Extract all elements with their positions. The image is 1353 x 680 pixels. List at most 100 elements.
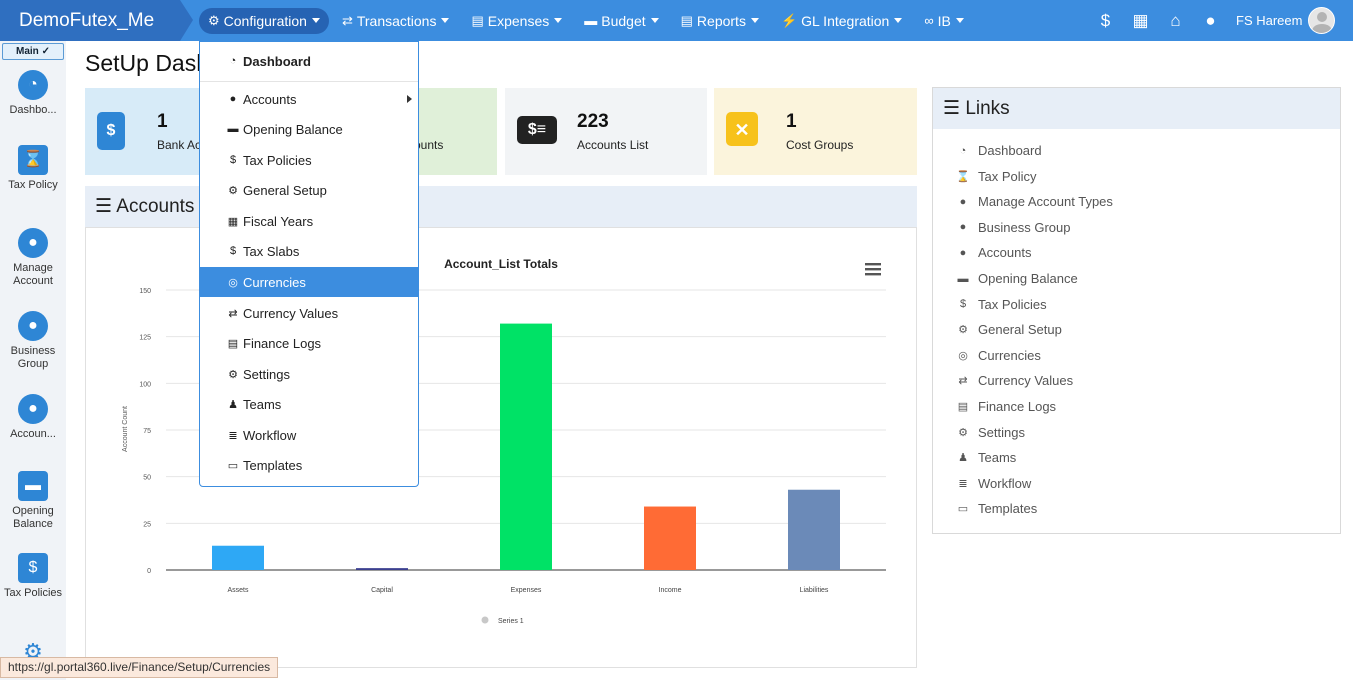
nav-label: Budget: [601, 12, 646, 29]
links-title: Links: [965, 98, 1010, 119]
y-axis-label: Account Count: [122, 406, 129, 452]
dropdown-item-workflow[interactable]: ≣ Workflow: [200, 420, 418, 450]
card-cost-groups[interactable]: ✕ 1 Cost Groups: [714, 88, 917, 175]
dropdown-item-label: Tax Policies: [243, 152, 312, 168]
nav-reports[interactable]: ▤ Reports: [672, 8, 768, 34]
dollar-icon[interactable]: $: [1100, 10, 1111, 30]
link-settings[interactable]: ⚙ Settings: [955, 425, 1025, 440]
grid-icon[interactable]: ▦: [1132, 10, 1149, 30]
wallet-icon: ▬: [227, 123, 239, 135]
configuration-dropdown: ◔ Dashboard ● Accounts ▬ Opening Balance $ Tax …: [199, 41, 419, 487]
calendar-times-icon: ✕: [726, 112, 758, 146]
bar-liabilities[interactable]: [788, 489, 840, 570]
nav-label: IB: [937, 12, 951, 29]
nav-transactions[interactable]: ⇄ Transactions: [333, 8, 459, 34]
nav-label: Configuration: [223, 12, 307, 29]
dropdown-item-settings[interactable]: ⚙ Settings: [200, 359, 418, 389]
link-finance-logs[interactable]: ▤ Finance Logs: [955, 399, 1056, 414]
bar-assets[interactable]: [212, 545, 264, 570]
dropdown-item-general-setup[interactable]: ⚙ General Setup: [200, 175, 418, 205]
gears-icon: ⚙: [228, 368, 238, 381]
dropdown-item-label: Templates: [243, 457, 303, 473]
gears-icon: ⚙: [228, 184, 238, 197]
dropdown-item-finance-logs[interactable]: ▤ Finance Logs: [200, 328, 418, 358]
link-label: Business Group: [978, 219, 1071, 235]
nav-configuration[interactable]: ⚙ Configuration: [199, 7, 329, 34]
bar-expenses[interactable]: [500, 323, 552, 570]
user-circle-icon: ●: [959, 221, 967, 234]
link-dashboard[interactable]: ◔ Dashboard: [955, 143, 1042, 158]
dropdown-item-currencies[interactable]: ◎ Currencies: [200, 267, 418, 297]
link-currency-values[interactable]: ⇄ Currency Values: [955, 373, 1073, 388]
drop-icon[interactable]: ●: [1205, 10, 1216, 30]
nav-label: Transactions: [356, 12, 437, 29]
dropdown-item-dashboard[interactable]: ◔ Dashboard: [200, 46, 418, 76]
chevron-down-icon: [650, 18, 659, 23]
link-teams[interactable]: ♟ Teams: [955, 450, 1016, 465]
dropdown-item-tax-slabs[interactable]: $ Tax Slabs: [200, 236, 418, 266]
user-circle-icon: ●: [18, 394, 48, 424]
sidebar-item-label: Manage Account: [13, 262, 53, 287]
dropdown-item-teams[interactable]: ♟ Teams: [200, 389, 418, 419]
dropdown-item-label: Workflow: [243, 427, 297, 443]
chevron-down-icon: [441, 18, 450, 23]
chart-menu-icon[interactable]: [865, 263, 881, 276]
dropdown-item-fiscal-years[interactable]: ▦ Fiscal Years: [200, 206, 418, 236]
sidebar-item-tax-policy[interactable]: ⌛ Tax Policy: [0, 145, 66, 192]
money-bill-icon: $≡: [517, 116, 557, 144]
gears-icon: ⚙: [958, 426, 968, 439]
user-menu[interactable]: FS Hareem: [1236, 7, 1336, 34]
nav-expenses[interactable]: ▤ Expenses: [462, 8, 571, 34]
link-currencies[interactable]: ◎ Currencies: [955, 348, 1041, 363]
sidebar-item-tax-policies[interactable]: $ Tax Policies: [0, 553, 66, 600]
link-tax-policy[interactable]: ⌛ Tax Policy: [955, 169, 1036, 184]
sidebar-main-tab[interactable]: Main ✓: [2, 43, 64, 60]
link-workflow[interactable]: ≣ Workflow: [955, 476, 1031, 491]
link-opening-balance[interactable]: ▬ Opening Balance: [955, 271, 1078, 286]
card-label: Cost Groups: [786, 138, 854, 152]
app-brand[interactable]: DemoFutex_Me: [0, 0, 193, 41]
sidebar-item-label: Tax Policies: [3, 587, 63, 599]
exchange-icon: ⇄: [958, 375, 968, 388]
dashboard-icon: ◔: [18, 70, 48, 100]
file-icon: ▤: [957, 401, 969, 413]
file-dollar-icon: $: [959, 298, 967, 311]
nav-ib[interactable]: ∞ IB: [915, 8, 973, 34]
sidebar-item-accounts[interactable]: ● Accoun...: [0, 394, 66, 441]
sidebar-item-business-group[interactable]: ● Business Group: [0, 311, 66, 371]
main-tab-label: Main: [16, 46, 39, 57]
legend-label[interactable]: Series 1: [498, 618, 524, 625]
sidebar-item-label: Tax Policy: [8, 179, 58, 191]
dropdown-item-accounts[interactable]: ● Accounts: [200, 84, 418, 114]
y-tick-label: 25: [143, 521, 151, 528]
sidebar-item-opening-balance[interactable]: ▬ Opening Balance: [0, 471, 66, 531]
link-manage-account-types[interactable]: ● Manage Account Types: [955, 194, 1113, 209]
sidebar-item-manage-account[interactable]: ● Manage Account: [0, 228, 66, 288]
link-templates[interactable]: ▭ Templates: [955, 501, 1037, 516]
wallet-icon: ▬: [18, 471, 48, 501]
dropdown-item-opening-balance[interactable]: ▬ Opening Balance: [200, 114, 418, 144]
card-accounts-list[interactable]: $≡ 223 Accounts List: [505, 88, 707, 175]
exchange-icon: ⇄: [341, 12, 353, 28]
link-label: Tax Policies: [978, 296, 1047, 312]
bar-capital[interactable]: [356, 568, 408, 570]
dropdown-item-tax-policies[interactable]: $ Tax Policies: [200, 145, 418, 175]
dropdown-item-currency-values[interactable]: ⇄ Currency Values: [200, 298, 418, 328]
link-tax-policies[interactable]: $ Tax Policies: [955, 297, 1047, 312]
top-right-tools: $ ▦ ⌂ ● FS Hareem: [1088, 0, 1336, 41]
user-circle-icon: ●: [959, 246, 967, 259]
link-business-group[interactable]: ● Business Group: [955, 220, 1071, 235]
x-tick-label: Assets: [227, 587, 249, 594]
bar-income[interactable]: [644, 506, 696, 570]
chevron-down-icon: [750, 18, 759, 23]
nav-budget[interactable]: ▬ Budget: [575, 8, 667, 34]
link-accounts[interactable]: ● Accounts: [955, 245, 1032, 260]
dropdown-item-templates[interactable]: ▭ Templates: [200, 450, 418, 480]
link-general-setup[interactable]: ⚙ General Setup: [955, 322, 1062, 337]
nav-gl-integration[interactable]: ⚡ GL Integration: [772, 8, 911, 34]
template-icon: ▭: [227, 459, 239, 472]
home-icon[interactable]: ⌂: [1170, 10, 1181, 30]
sidebar-item-dashboard[interactable]: ◔ Dashbo...: [0, 70, 66, 117]
dropdown-item-label: Dashboard: [243, 53, 311, 69]
file-dollar-icon: $: [97, 112, 125, 150]
